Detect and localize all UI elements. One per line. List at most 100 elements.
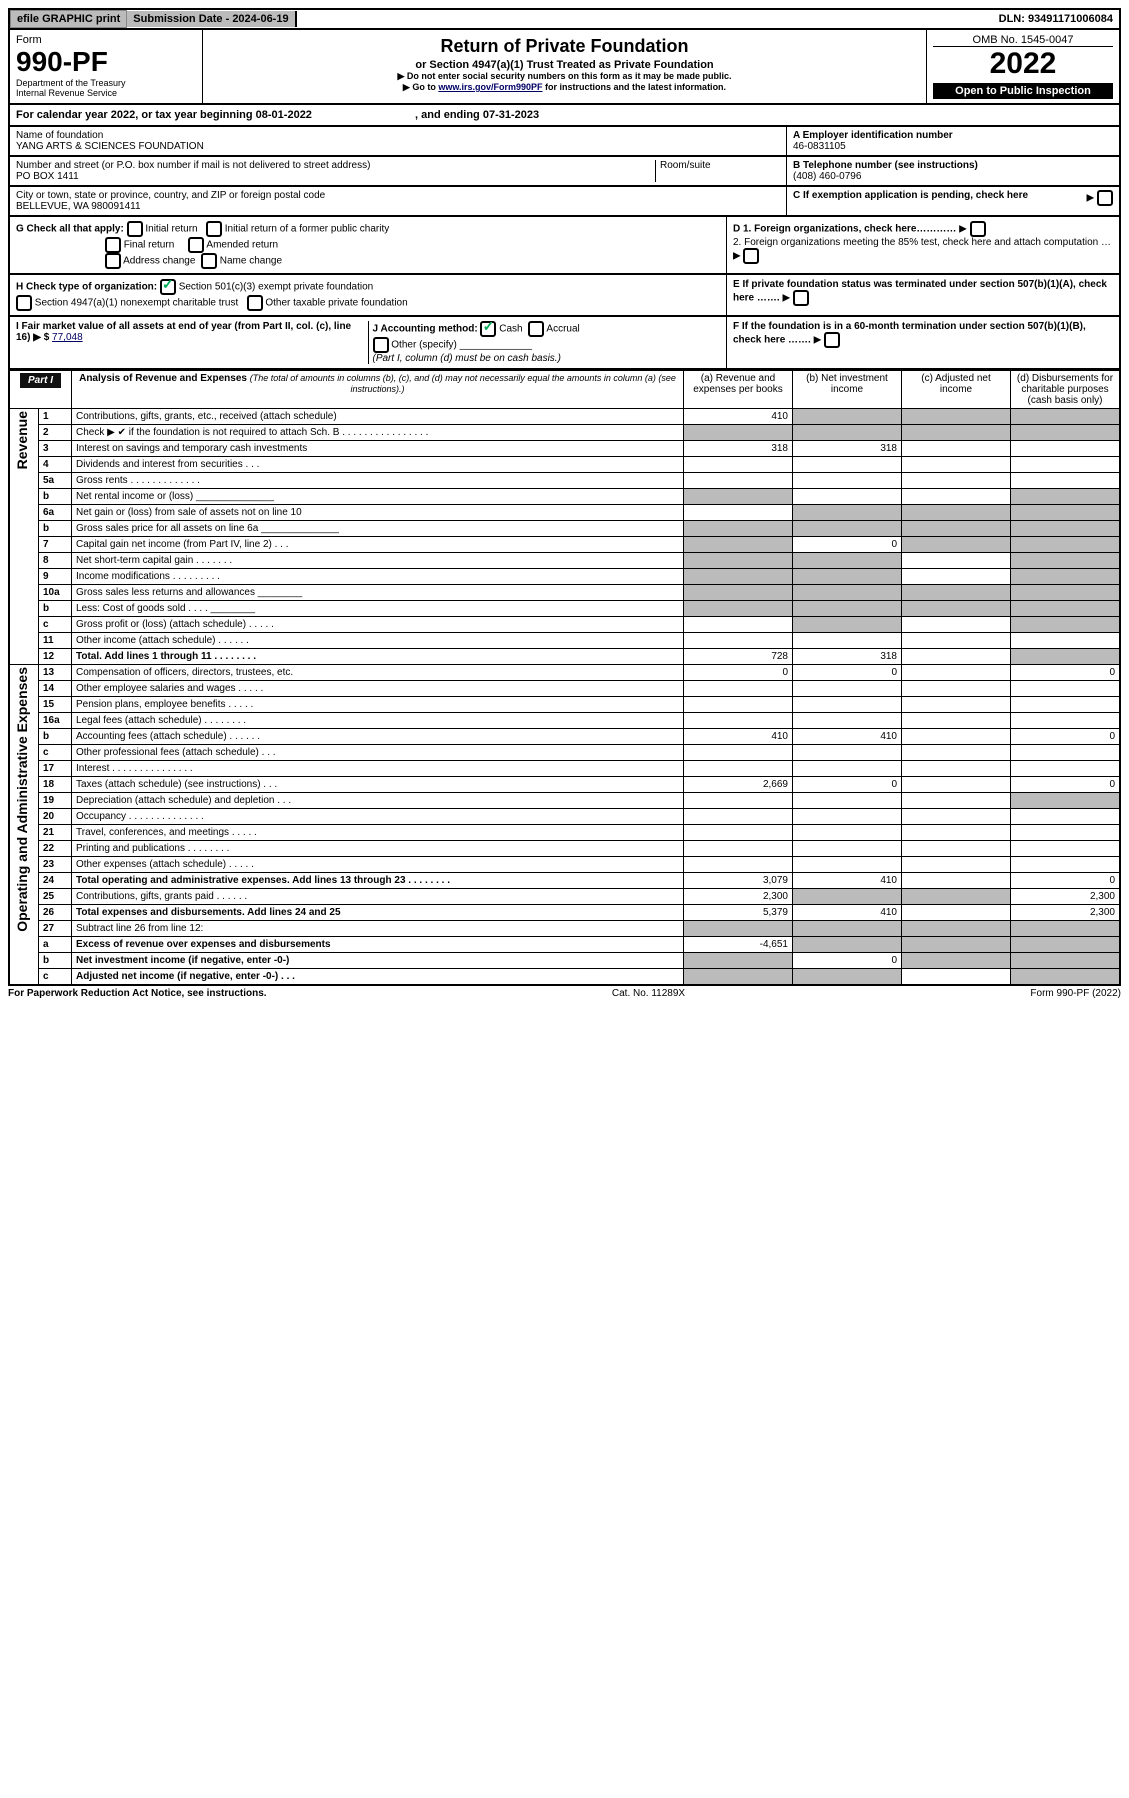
col-a: (a) Revenue and expenses per books [684, 371, 793, 409]
instructions-link[interactable]: www.irs.gov/Form990PF [438, 82, 542, 92]
info-city-row: City or town, state or province, country… [8, 187, 1121, 217]
line-text: Compensation of officers, directors, tru… [72, 665, 684, 681]
g-initial[interactable] [127, 221, 143, 237]
cell-b [793, 521, 902, 537]
cell-a [684, 521, 793, 537]
g-address[interactable] [105, 253, 121, 269]
cell-b [793, 857, 902, 873]
line-text: Check ▶ ✔ if the foundation is not requi… [72, 425, 684, 441]
line-num: 15 [39, 697, 72, 713]
line-num: 7 [39, 537, 72, 553]
line-text: Gross sales less returns and allowances … [72, 585, 684, 601]
cell-a [684, 953, 793, 969]
efile-button[interactable]: efile GRAPHIC print [10, 10, 127, 28]
g-former[interactable] [206, 221, 222, 237]
cell-d [1011, 489, 1121, 505]
line-text: Depreciation (attach schedule) and deple… [72, 793, 684, 809]
g4: Initial return of a former public charit… [225, 224, 390, 235]
cell-a: 3,079 [684, 873, 793, 889]
d1-check[interactable] [970, 221, 986, 237]
note-ssn: ▶ Do not enter social security numbers o… [209, 71, 920, 82]
h2: Section 4947(a)(1) nonexempt charitable … [35, 298, 238, 309]
cell-d [1011, 505, 1121, 521]
g-final[interactable] [105, 237, 121, 253]
cell-b: 0 [793, 537, 902, 553]
g-amended[interactable] [188, 237, 204, 253]
cell-b: 410 [793, 905, 902, 921]
cell-c [902, 553, 1011, 569]
line-text: Printing and publications . . . . . . . … [72, 841, 684, 857]
line-num: 9 [39, 569, 72, 585]
line-text: Legal fees (attach schedule) . . . . . .… [72, 713, 684, 729]
cell-d: 0 [1011, 665, 1121, 681]
g-name[interactable] [201, 253, 217, 269]
cell-b [793, 585, 902, 601]
footer-mid: Cat. No. 11289X [612, 988, 685, 999]
cell-c [902, 921, 1011, 937]
cell-a [684, 761, 793, 777]
yr-begin: 08-01-2022 [256, 109, 312, 121]
h-other[interactable] [247, 295, 263, 311]
line-num: 11 [39, 633, 72, 649]
cell-a [684, 825, 793, 841]
part1-note: (The total of amounts in columns (b), (c… [250, 373, 676, 394]
g1: Initial return [145, 224, 197, 235]
cell-a [684, 489, 793, 505]
section-ij: I Fair market value of all assets at end… [8, 317, 1121, 370]
cell-a [684, 921, 793, 937]
cell-c [902, 601, 1011, 617]
line-num: b [39, 601, 72, 617]
line-num: 24 [39, 873, 72, 889]
cell-c [902, 633, 1011, 649]
e-check[interactable] [793, 290, 809, 306]
h-501c3[interactable] [160, 279, 176, 295]
line-text: Other employee salaries and wages . . . … [72, 681, 684, 697]
line-text: Subtract line 26 from line 12: [72, 921, 684, 937]
line-text: Other expenses (attach schedule) . . . .… [72, 857, 684, 873]
cell-c [902, 793, 1011, 809]
cell-d [1011, 441, 1121, 457]
cell-a [684, 505, 793, 521]
i-value[interactable]: 77,048 [52, 332, 83, 343]
line-num: 3 [39, 441, 72, 457]
note2-pre: ▶ Go to [403, 82, 438, 92]
cell-b [793, 841, 902, 857]
cell-a [684, 857, 793, 873]
line-num: 18 [39, 777, 72, 793]
h-4947[interactable] [16, 295, 32, 311]
line-num: 13 [39, 665, 72, 681]
d2-check[interactable] [743, 248, 759, 264]
j-accrual[interactable] [528, 321, 544, 337]
cell-a [684, 457, 793, 473]
f-check[interactable] [824, 332, 840, 348]
line-num: 22 [39, 841, 72, 857]
d2-label: 2. Foreign organizations meeting the 85%… [733, 237, 1111, 248]
cell-b [793, 713, 902, 729]
line-num: c [39, 969, 72, 986]
cell-b: 0 [793, 665, 902, 681]
cell-b [793, 793, 902, 809]
line-num: 19 [39, 793, 72, 809]
note-link: ▶ Go to www.irs.gov/Form990PF for instru… [209, 82, 920, 93]
address: PO BOX 1411 [16, 171, 655, 182]
h1: Section 501(c)(3) exempt private foundat… [179, 282, 374, 293]
line-text: Adjusted net income (if negative, enter … [72, 969, 684, 986]
cell-c [902, 713, 1011, 729]
j-cash[interactable] [480, 321, 496, 337]
side-label: Operating and Administrative Expenses [9, 665, 39, 986]
cell-c [902, 473, 1011, 489]
pending-check[interactable] [1097, 190, 1113, 206]
yr-mid: , and ending [415, 109, 483, 121]
cell-d: 2,300 [1011, 889, 1121, 905]
line-num: b [39, 489, 72, 505]
top-bar: efile GRAPHIC print Submission Date - 20… [8, 8, 1121, 30]
cell-b: 318 [793, 649, 902, 665]
line-text: Excess of revenue over expenses and disb… [72, 937, 684, 953]
j-other[interactable] [373, 337, 389, 353]
line-text: Dividends and interest from securities .… [72, 457, 684, 473]
cell-d [1011, 841, 1121, 857]
line-num: b [39, 953, 72, 969]
cell-a [684, 425, 793, 441]
form-title: Return of Private Foundation [209, 36, 920, 57]
cell-c [902, 873, 1011, 889]
